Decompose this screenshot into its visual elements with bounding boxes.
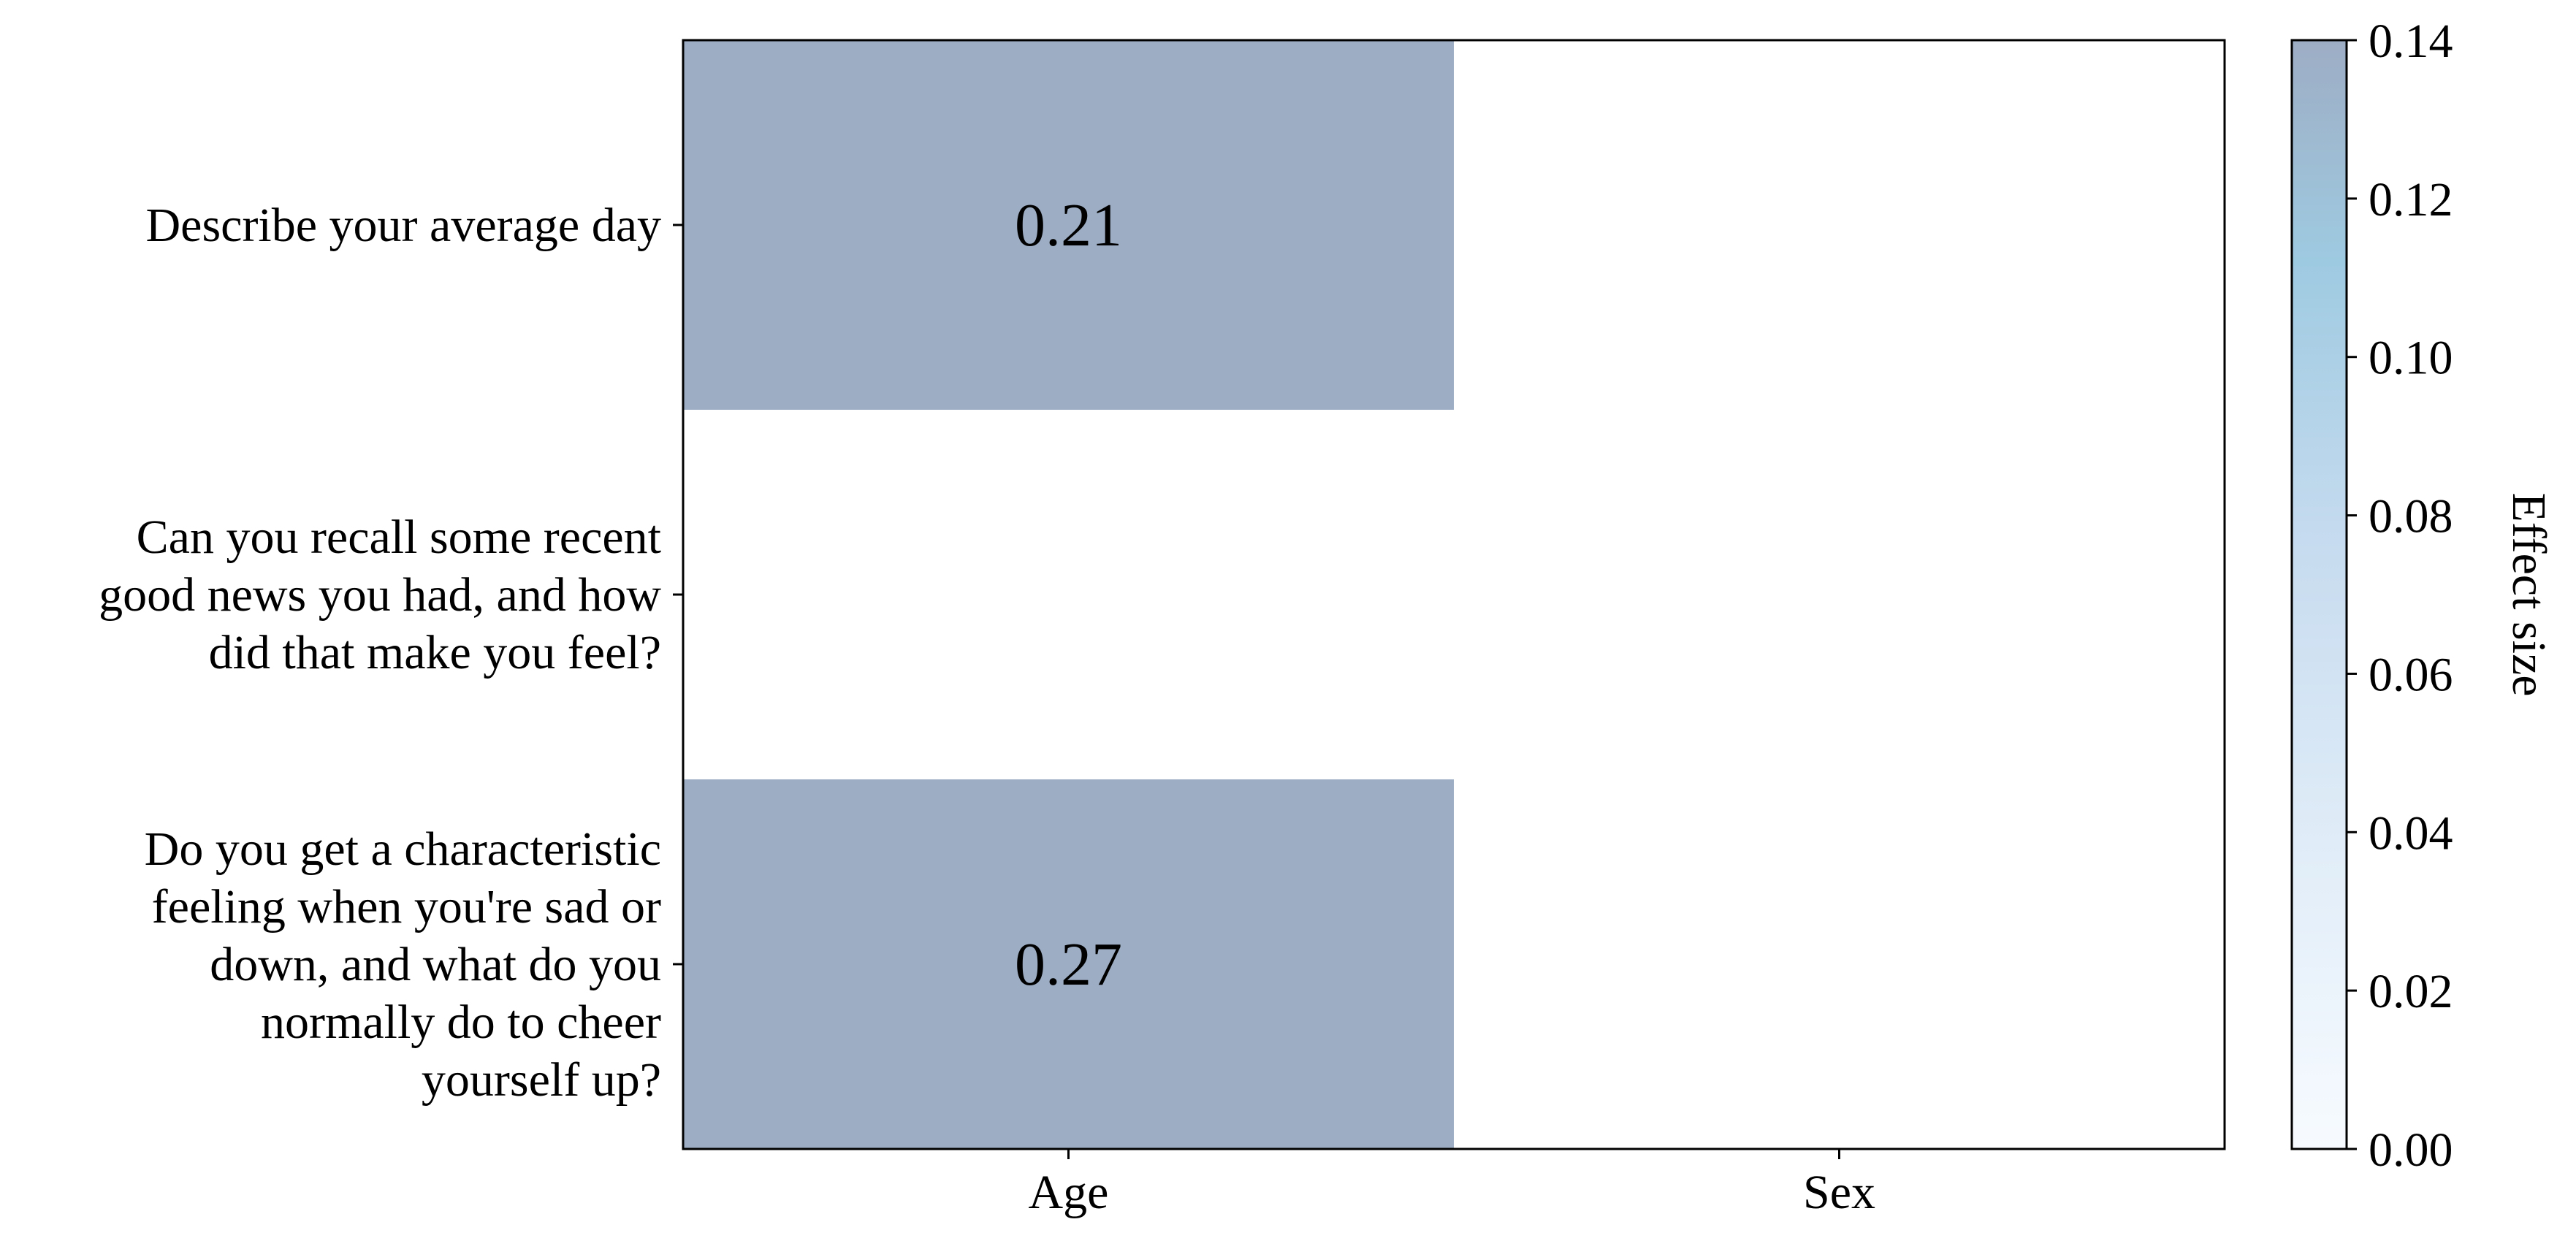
colorbar-tick-label: 0.06 [2369, 648, 2453, 701]
x-tick-label: Sex [1803, 1166, 1875, 1219]
colorbar-tick-label: 0.04 [2369, 806, 2453, 860]
colorbar [2290, 39, 2348, 1150]
y-tick-label: Can you recall some recent good news you … [99, 511, 661, 679]
cell-value-label: 0.21 [1015, 191, 1122, 259]
colorbar-tick-label: 0.02 [2369, 965, 2453, 1018]
colorbar-tick-label: 0.12 [2369, 173, 2453, 226]
cell-value-label: 0.27 [1015, 931, 1122, 998]
colorbar-tick-label: 0.14 [2369, 15, 2453, 68]
heatmap-cell [683, 40, 1454, 410]
colorbar-tick-label: 0.00 [2369, 1123, 2453, 1177]
y-tick-label: Do you get a characteristic feeling when … [145, 822, 661, 1107]
x-tick-label: Age [1029, 1166, 1109, 1219]
colorbar-tick-label: 0.10 [2369, 332, 2453, 385]
heatmap-cell [683, 779, 1454, 1149]
y-tick-label: Describe your average day [146, 199, 661, 252]
colorbar-label: Effect size [2502, 492, 2556, 696]
colorbar-tick-label: 0.08 [2369, 490, 2453, 543]
